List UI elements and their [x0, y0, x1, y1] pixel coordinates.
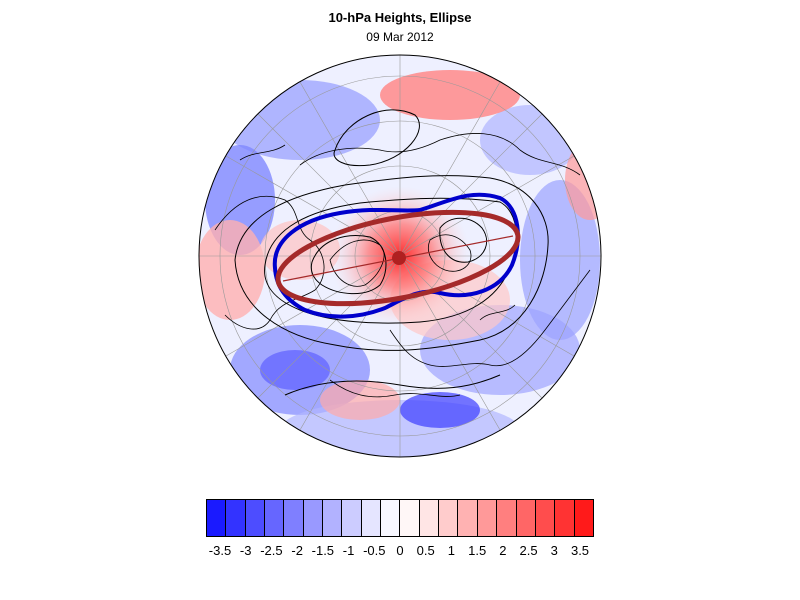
- colorbar-tick-label: -2.5: [260, 543, 283, 558]
- colorbar-cell: [381, 500, 401, 536]
- colorbar-cell: [265, 500, 285, 536]
- colorbar-cell: [497, 500, 517, 536]
- colorbar-tick-label: -1.5: [311, 543, 335, 558]
- colorbar-tick-label: -2: [291, 543, 303, 558]
- colorbar-tick-label: 1: [447, 543, 456, 558]
- colorbar-cell: [323, 500, 343, 536]
- colorbar-cell: [207, 500, 227, 536]
- colorbar-cell: [535, 500, 556, 536]
- colorbar-tick-label: 3.5: [570, 543, 590, 558]
- colorbar-cell: [284, 500, 304, 536]
- colorbar-tick-label: 1.5: [468, 543, 487, 558]
- colorbar-cell: [303, 500, 324, 536]
- colorbar-tick-label: 0.5: [416, 543, 435, 558]
- colorbar-cell: [226, 500, 246, 536]
- colorbar-cell: [419, 500, 440, 536]
- colorbar-tick-label: 3: [550, 543, 558, 558]
- colorbar-cell: [361, 500, 382, 536]
- colorbar-cell: [400, 500, 420, 536]
- colorbar-cell: [245, 500, 266, 536]
- colorbar-tick-label: -0.5: [363, 543, 386, 558]
- colorbar-labels: -3.5 -3 -2.5 -2 -1.5 -1 -0.5 0 0.5 1 1.5 2 2.5 3 3.5: [206, 543, 594, 561]
- colorbar-cell: [574, 500, 593, 536]
- colorbar-tick-label: 0: [396, 543, 404, 558]
- map-boundary: [198, 54, 602, 458]
- colorbar: [206, 499, 594, 537]
- colorbar-tick-label: -3.5: [208, 543, 232, 558]
- plot-subtitle: 09 Mar 2012: [366, 30, 434, 44]
- colorbar-cell: [342, 500, 362, 536]
- blue-height-contour: [272, 192, 520, 319]
- colorbar-cell: [477, 500, 498, 536]
- coastlines: [214, 133, 591, 398]
- colorbar-cell: [458, 500, 478, 536]
- colorbar-cell: [439, 500, 459, 536]
- colorbar-tick-label: 2: [499, 543, 507, 558]
- colorbar-cell: [555, 500, 575, 536]
- fitted-ellipse: [275, 209, 521, 307]
- colorbar-tick-label: -3: [239, 543, 252, 558]
- colorbar-tick-label: 2.5: [519, 543, 538, 558]
- colorbar-cell: [516, 500, 536, 536]
- plot-title: 10-hPa Heights, Ellipse: [328, 10, 472, 25]
- colorbar-tick-label: -1: [342, 543, 355, 558]
